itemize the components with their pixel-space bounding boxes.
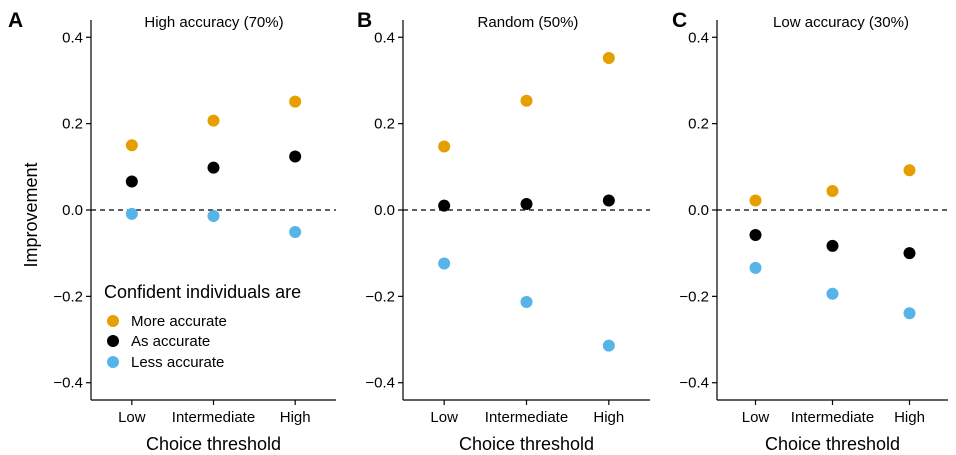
panel-c-title: Low accuracy (30%) — [773, 14, 909, 31]
panel-c-y-tick-label: 0.2 — [688, 116, 709, 133]
panel-b-point-more-accurate-intermediate — [520, 94, 533, 107]
panel-a-point-less-accurate-intermediate — [207, 210, 220, 223]
panel-a-point-more-accurate-high — [289, 95, 302, 108]
panel-a-y-tick-label: −0.2 — [53, 288, 83, 305]
legend-marker-more-accurate — [107, 315, 119, 327]
panel-b-point-less-accurate-high — [602, 339, 615, 352]
panel-a-letter: A — [8, 9, 23, 32]
panel-c-y-tick-label: −0.2 — [679, 288, 709, 305]
panel-a-x-tick-label: Intermediate — [172, 409, 255, 426]
panel-b-point-more-accurate-low — [438, 140, 451, 153]
panel-b-point-as-accurate-high — [602, 194, 615, 207]
panel-c-letter: C — [672, 9, 687, 32]
panel-a-x-tick-label: Low — [118, 409, 146, 426]
legend-marker-less-accurate — [107, 356, 119, 368]
panel-c-point-less-accurate-high — [903, 307, 916, 320]
panel-c-x-axis-title: Choice threshold — [765, 434, 900, 454]
panel-b-point-as-accurate-low — [438, 199, 451, 212]
panel-a-x-tick-label: High — [280, 409, 311, 426]
panel-b-y-tick-label: −0.2 — [365, 288, 395, 305]
legend-item-more-accurate: More accurate — [107, 313, 227, 330]
panel-c-point-as-accurate-high — [903, 247, 916, 260]
panel-a-point-as-accurate-intermediate — [207, 161, 220, 174]
legend-title: Confident individuals are — [104, 282, 301, 302]
y-axis-title: Improvement — [21, 162, 41, 267]
panel-b-y-tick-label: −0.4 — [365, 375, 395, 392]
panel-a-point-less-accurate-high — [289, 226, 302, 239]
panel-b-x-tick-label: High — [593, 409, 624, 426]
panel-b-letter: B — [357, 9, 372, 32]
panel-a-title: High accuracy (70%) — [144, 14, 283, 31]
panel-c-point-more-accurate-high — [903, 164, 916, 177]
panel-b-point-less-accurate-intermediate — [520, 295, 533, 308]
panel-a-y-tick-label: 0.0 — [62, 202, 83, 219]
panel-c-y-tick-label: −0.4 — [679, 375, 709, 392]
panel-a-y-tick-label: 0.4 — [62, 29, 83, 46]
panel-c-x-tick-label: Low — [742, 409, 770, 426]
panel-c-point-less-accurate-low — [749, 261, 762, 274]
legend: Confident individuals are More accurate … — [104, 282, 301, 371]
panel-b-point-less-accurate-low — [438, 257, 451, 270]
panel-b-x-tick-label: Intermediate — [485, 409, 568, 426]
panel-b-point-more-accurate-high — [602, 52, 615, 64]
panel-a-x-axis-title: Choice threshold — [146, 434, 281, 454]
panel-a-y-tick-label: −0.4 — [53, 375, 83, 392]
panel-a-y-tick-label: 0.2 — [62, 116, 83, 133]
legend-label-less-accurate: Less accurate — [131, 354, 224, 371]
panel-b-title: Random (50%) — [478, 14, 579, 31]
panel-c-point-more-accurate-intermediate — [826, 185, 839, 197]
panel-b-y-tick-label: 0.0 — [374, 202, 395, 219]
panel-c-point-as-accurate-intermediate — [826, 239, 839, 252]
panel-a-point-more-accurate-intermediate — [207, 114, 220, 127]
legend-label-as-accurate: As accurate — [131, 333, 210, 350]
panel-b-x-axis-title: Choice threshold — [459, 434, 594, 454]
panel-c-point-more-accurate-low — [749, 194, 762, 207]
panel-c-x-tick-label: High — [894, 409, 925, 426]
legend-item-less-accurate: Less accurate — [107, 354, 224, 371]
legend-marker-as-accurate — [107, 335, 119, 347]
panel-c-y-tick-label: 0.0 — [688, 202, 709, 219]
panel-a-point-less-accurate-low — [125, 207, 138, 220]
panel-c-point-less-accurate-intermediate — [826, 287, 839, 300]
panel-b-y-tick-label: 0.4 — [374, 29, 395, 46]
legend-label-more-accurate: More accurate — [131, 313, 227, 330]
panel-c-x-tick-label: Intermediate — [791, 409, 874, 426]
panel-a-point-more-accurate-low — [125, 139, 138, 152]
panel-c-y-tick-label: 0.4 — [688, 29, 709, 46]
panel-a-point-as-accurate-high — [289, 150, 302, 163]
panel-a-point-as-accurate-low — [125, 175, 138, 188]
panel-b-y-tick-label: 0.2 — [374, 116, 395, 133]
panel-b-x-tick-label: Low — [430, 409, 458, 426]
legend-item-as-accurate: As accurate — [107, 333, 210, 350]
panel-b-point-as-accurate-intermediate — [520, 197, 533, 210]
panel-c-point-as-accurate-low — [749, 229, 762, 242]
